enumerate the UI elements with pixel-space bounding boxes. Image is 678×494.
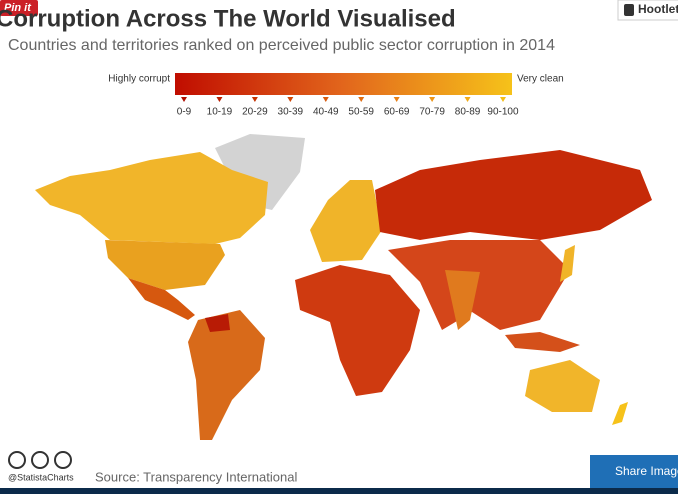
venezuela (205, 314, 230, 332)
legend-range: 80-89 (455, 107, 481, 118)
greenland (215, 134, 305, 210)
cc-icons (8, 451, 72, 469)
canada (35, 152, 268, 244)
legend-marker (358, 97, 365, 102)
new-zealand (612, 402, 628, 425)
legend-range: 40-49 (313, 107, 339, 118)
legend-marker (464, 97, 471, 102)
legend-marker (429, 97, 436, 102)
legend-range: 50-59 (348, 107, 374, 118)
south-america (188, 310, 265, 440)
pin-button[interactable] (0, 0, 38, 16)
europe (310, 180, 382, 262)
legend-range: 60-69 (384, 107, 410, 118)
legend-marker (393, 97, 400, 102)
legend-low: Highly corrupt (108, 74, 170, 85)
legend-marker (181, 97, 187, 102)
hootlet-icon (624, 4, 634, 16)
legend-marker (216, 97, 223, 102)
australia (525, 360, 600, 412)
africa (295, 265, 420, 396)
mexico (128, 278, 195, 320)
india (445, 270, 480, 330)
legend-range: 90-100 (487, 107, 519, 118)
usa (105, 240, 225, 290)
source: Source: Transparency International (95, 469, 297, 484)
asia (388, 240, 570, 330)
legend-range: 20-29 (242, 107, 268, 118)
legend-marker (322, 97, 329, 102)
legend-range: 30-39 (278, 107, 304, 118)
title: Corruption Across The World Visualised (0, 5, 456, 32)
legend-range: 10-19 (207, 107, 233, 118)
footer-bar (0, 488, 678, 494)
legend-bar (175, 73, 512, 95)
legend-marker (287, 97, 294, 102)
legend-marker (251, 97, 258, 102)
share-button[interactable] (590, 455, 678, 488)
share-label[interactable]: Share Image (615, 464, 678, 478)
map (35, 134, 652, 440)
handle: @StatistaCharts (8, 472, 74, 482)
legend-range: 70-79 (419, 107, 445, 118)
hootlet-label[interactable]: Hootlet (638, 2, 678, 16)
legend-range: 0-9 (177, 107, 192, 118)
pin-label[interactable]: Pin it (4, 2, 32, 14)
subtitle: Countries and territories ranked on perc… (8, 37, 555, 54)
japan (560, 245, 575, 282)
indonesia (505, 332, 580, 352)
legend-high: Very clean (517, 74, 564, 85)
russia (375, 150, 652, 240)
legend-marker (500, 97, 506, 102)
